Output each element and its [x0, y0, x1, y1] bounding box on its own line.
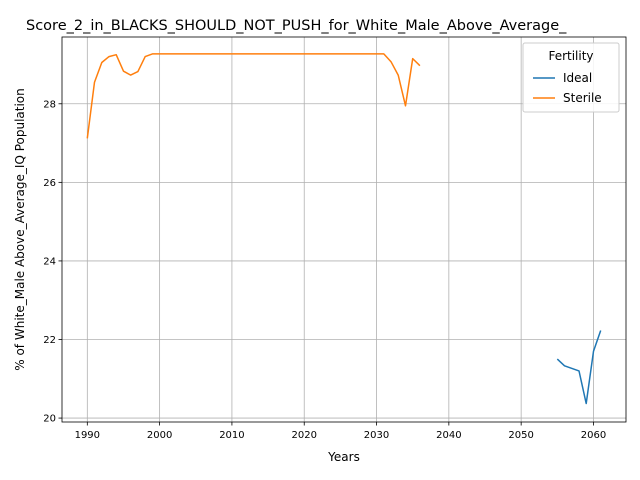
- y-tick-label: 22: [43, 335, 56, 346]
- plot-area: [61, 36, 627, 423]
- x-tick-label: 2000: [147, 430, 172, 441]
- legend: Fertility Ideal Sterile: [522, 42, 620, 113]
- legend-title: Fertility: [548, 49, 593, 63]
- legend-items: Ideal Sterile: [533, 71, 602, 105]
- x-tick-label: 2010: [219, 430, 244, 441]
- chart-title: Score_2_in_BLACKS_SHOULD_NOT_PUSH_for_Wh…: [26, 18, 567, 34]
- x-tick-label: 2020: [292, 430, 317, 441]
- y-axis-label: % of White_Male Above_Average_IQ Populat…: [13, 88, 27, 371]
- legend-label-ideal: Ideal: [563, 71, 592, 85]
- y-tick-label: 28: [43, 99, 56, 110]
- legend-label-sterile: Sterile: [563, 91, 602, 105]
- y-tick-label: 26: [43, 178, 56, 189]
- y-tick-label: 24: [43, 257, 56, 268]
- x-axis-label: Years: [327, 450, 360, 464]
- y-axis-ticks: 20 22 24 26 28: [43, 99, 62, 425]
- y-tick-label: 20: [43, 414, 56, 425]
- x-tick-label: 2030: [364, 430, 389, 441]
- x-tick-label: 1990: [75, 430, 100, 441]
- series-line-ideal: [556, 330, 602, 405]
- series-lines: [86, 53, 602, 405]
- legend-box: [522, 42, 620, 113]
- x-tick-label: 2060: [581, 430, 606, 441]
- x-tick-label: 2050: [508, 430, 533, 441]
- x-axis-ticks: 1990 2000 2010 2020 2030 2040 2050 2060: [75, 422, 606, 441]
- series-line-sterile: [86, 53, 421, 139]
- x-tick-label: 2040: [436, 430, 461, 441]
